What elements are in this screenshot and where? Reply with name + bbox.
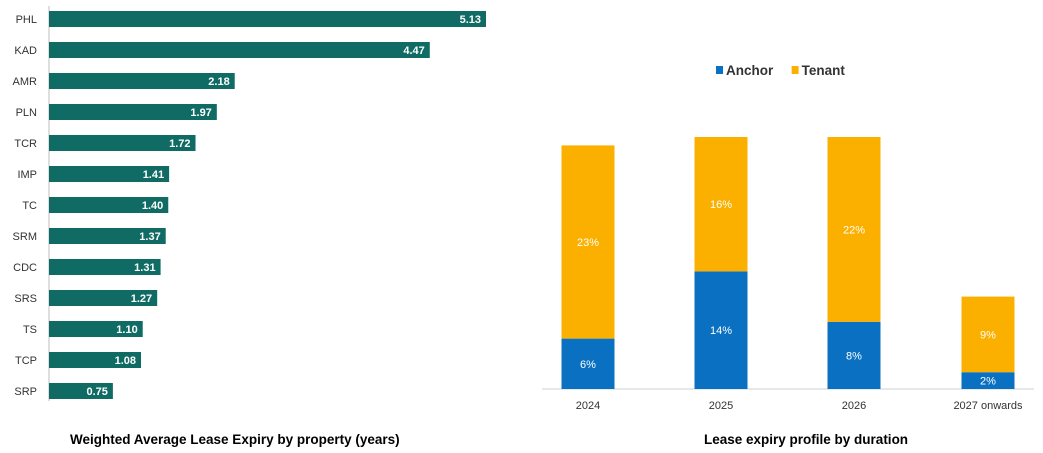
bar-segment	[561, 145, 615, 339]
bar	[49, 352, 141, 368]
bar	[49, 290, 158, 306]
bar	[49, 166, 170, 182]
category-label: 2026	[842, 400, 866, 412]
value-label: 2.18	[208, 76, 229, 88]
lease-expiry-chart-title: Lease expiry profile by duration	[704, 432, 909, 447]
value-label: 1.37	[139, 231, 160, 243]
bar-segment	[961, 372, 1015, 389]
value-label: 0.75	[86, 386, 107, 398]
bar	[49, 73, 235, 89]
value-label: 1.31	[134, 262, 155, 274]
category-label: PHL	[16, 14, 37, 26]
category-label: PLN	[16, 107, 37, 119]
segment-value-label: 23%	[577, 237, 599, 249]
bar	[49, 11, 486, 27]
legend-swatch	[791, 66, 799, 74]
bar-segment	[827, 321, 881, 389]
bar-segment	[827, 137, 881, 322]
bar	[49, 228, 166, 244]
value-label: 5.13	[460, 14, 481, 26]
wale-chart-title: Weighted Average Lease Expiry by propert…	[70, 432, 400, 447]
bar	[49, 135, 196, 151]
bar	[49, 259, 161, 275]
bar	[49, 383, 113, 399]
value-label: 1.08	[115, 355, 136, 367]
category-label: TS	[23, 324, 37, 336]
bar	[49, 104, 217, 120]
category-label: TCP	[15, 355, 37, 367]
bar	[49, 197, 169, 213]
category-label: CDC	[13, 262, 37, 274]
category-label: SRM	[13, 231, 37, 243]
segment-value-label: 22%	[843, 224, 865, 236]
value-label: 1.10	[116, 324, 137, 336]
segment-value-label: 16%	[710, 199, 732, 211]
value-label: 1.41	[143, 169, 164, 181]
bar-segment	[561, 338, 615, 389]
category-label: IMP	[17, 169, 37, 181]
category-label: AMR	[13, 76, 38, 88]
segment-value-label: 6%	[580, 359, 596, 371]
segment-value-label: 2%	[980, 376, 996, 388]
legend-label: Anchor	[726, 63, 774, 78]
legend-swatch	[716, 66, 723, 74]
category-label: KAD	[14, 45, 37, 57]
lease-expiry-stacked-chart: Anchor Tenant 6% 23% 2024 14% 16% 2025 8% 22% 2026…	[542, 63, 1034, 412]
category-label: SRP	[14, 386, 37, 398]
value-label: 4.47	[403, 45, 424, 57]
value-label: 1.72	[169, 138, 190, 150]
category-label: TCR	[14, 138, 37, 150]
category-label: 2027 onwards	[953, 400, 1023, 412]
wale-bar-chart: PHL 5.13 KAD 4.47 AMR 2.18 PLN 1.97 TCR 1.72 IMP 1.…	[13, 6, 486, 401]
category-label: 2024	[576, 400, 600, 412]
category-label: TC	[22, 200, 37, 212]
category-label: 2025	[709, 400, 733, 412]
legend-label: Tenant	[802, 63, 846, 78]
segment-value-label: 14%	[710, 325, 732, 337]
bar	[49, 321, 143, 337]
bar-segment	[961, 296, 1015, 373]
segment-value-label: 9%	[980, 329, 996, 341]
bar-segment	[694, 271, 748, 389]
segment-value-label: 8%	[846, 350, 862, 362]
bar	[49, 42, 430, 58]
value-label: 1.40	[142, 200, 163, 212]
bar-segment	[694, 137, 748, 272]
value-label: 1.97	[190, 107, 211, 119]
value-label: 1.27	[131, 293, 152, 305]
category-label: SRS	[14, 293, 37, 305]
